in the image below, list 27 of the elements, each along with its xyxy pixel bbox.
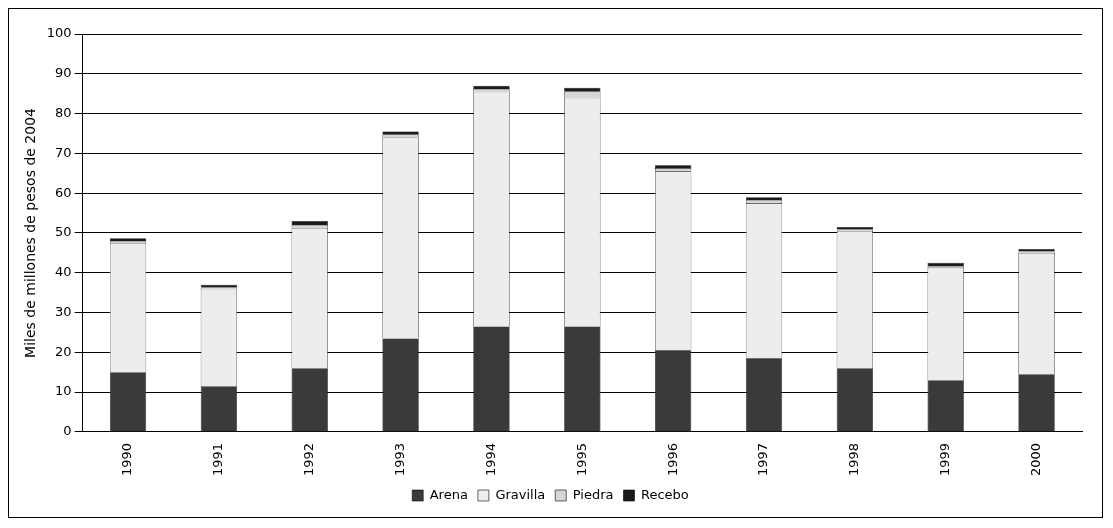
x-tick-label: 1999 (937, 442, 953, 477)
y-tick-label: 70 (55, 144, 72, 160)
x-tick-label: 1990 (119, 442, 135, 477)
legend-label: Gravilla (495, 486, 546, 502)
y-axis-title: Miles de millones de pesos de 2004 (22, 107, 39, 358)
y-tick-label: 30 (55, 303, 72, 319)
y-tick-label: 90 (55, 65, 72, 81)
x-tick-label: 1992 (301, 442, 317, 477)
y-tick-label: 50 (55, 224, 72, 240)
y-tick-label: 10 (55, 383, 72, 399)
x-tick-label: 1998 (846, 442, 862, 477)
x-tick-label: 1995 (573, 442, 589, 477)
x-tick-label: 1993 (391, 442, 407, 477)
y-tick-label: 20 (55, 343, 72, 359)
x-tick-label: 1996 (664, 442, 680, 477)
legend-label: Piedra (572, 486, 614, 502)
y-tick-label: 100 (46, 25, 72, 41)
legend-label: Recebo (640, 486, 689, 502)
x-tick-label: 1994 (482, 442, 498, 477)
y-tick-label: 0 (63, 423, 72, 439)
y-tick-label: 80 (55, 104, 72, 120)
x-tick-label: 1991 (210, 442, 226, 477)
y-tick-label: 40 (55, 264, 72, 280)
y-tick-label: 60 (55, 184, 72, 200)
x-tick-label: 1997 (755, 442, 771, 477)
legend-label: Arena (429, 486, 468, 502)
x-tick-label: 2000 (1027, 442, 1043, 477)
